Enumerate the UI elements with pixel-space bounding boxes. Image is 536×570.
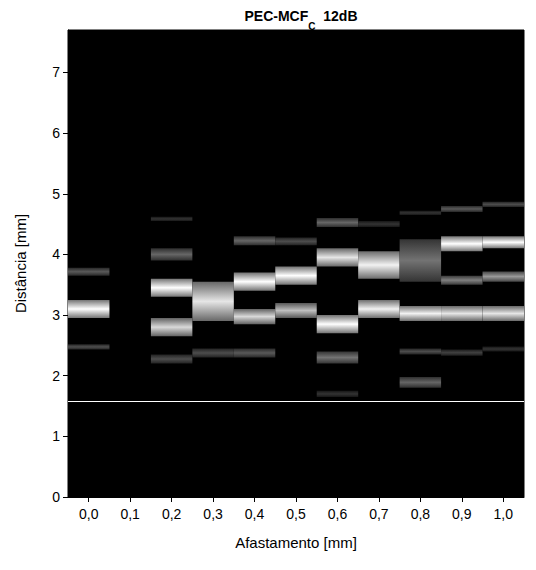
svg-text:C: C [308,21,315,32]
svg-text:Distância [mm]: Distância [mm] [12,214,29,313]
svg-text:0,3: 0,3 [203,506,223,522]
svg-text:0,4: 0,4 [245,506,265,522]
svg-text:0,7: 0,7 [369,506,389,522]
svg-text:3: 3 [52,307,60,323]
svg-text:1,0: 1,0 [494,506,514,522]
svg-text:5: 5 [52,186,60,202]
svg-text:0,8: 0,8 [411,506,431,522]
svg-text:7: 7 [52,64,60,80]
svg-text:2: 2 [52,368,60,384]
svg-text:1: 1 [52,428,60,444]
svg-text:0,9: 0,9 [452,506,472,522]
svg-text:6: 6 [52,125,60,141]
svg-text:0,6: 0,6 [328,506,348,522]
svg-text:0: 0 [52,489,60,505]
svg-text:12dB: 12dB [315,8,357,24]
svg-text:0,0: 0,0 [79,506,99,522]
svg-text:4: 4 [52,246,60,262]
svg-text:0,5: 0,5 [286,506,306,522]
svg-text:PEC-MCF: PEC-MCF [244,8,308,24]
svg-text:Afastamento [mm]: Afastamento [mm] [235,534,357,551]
svg-text:0,2: 0,2 [162,506,182,522]
svg-text:0,1: 0,1 [120,506,140,522]
